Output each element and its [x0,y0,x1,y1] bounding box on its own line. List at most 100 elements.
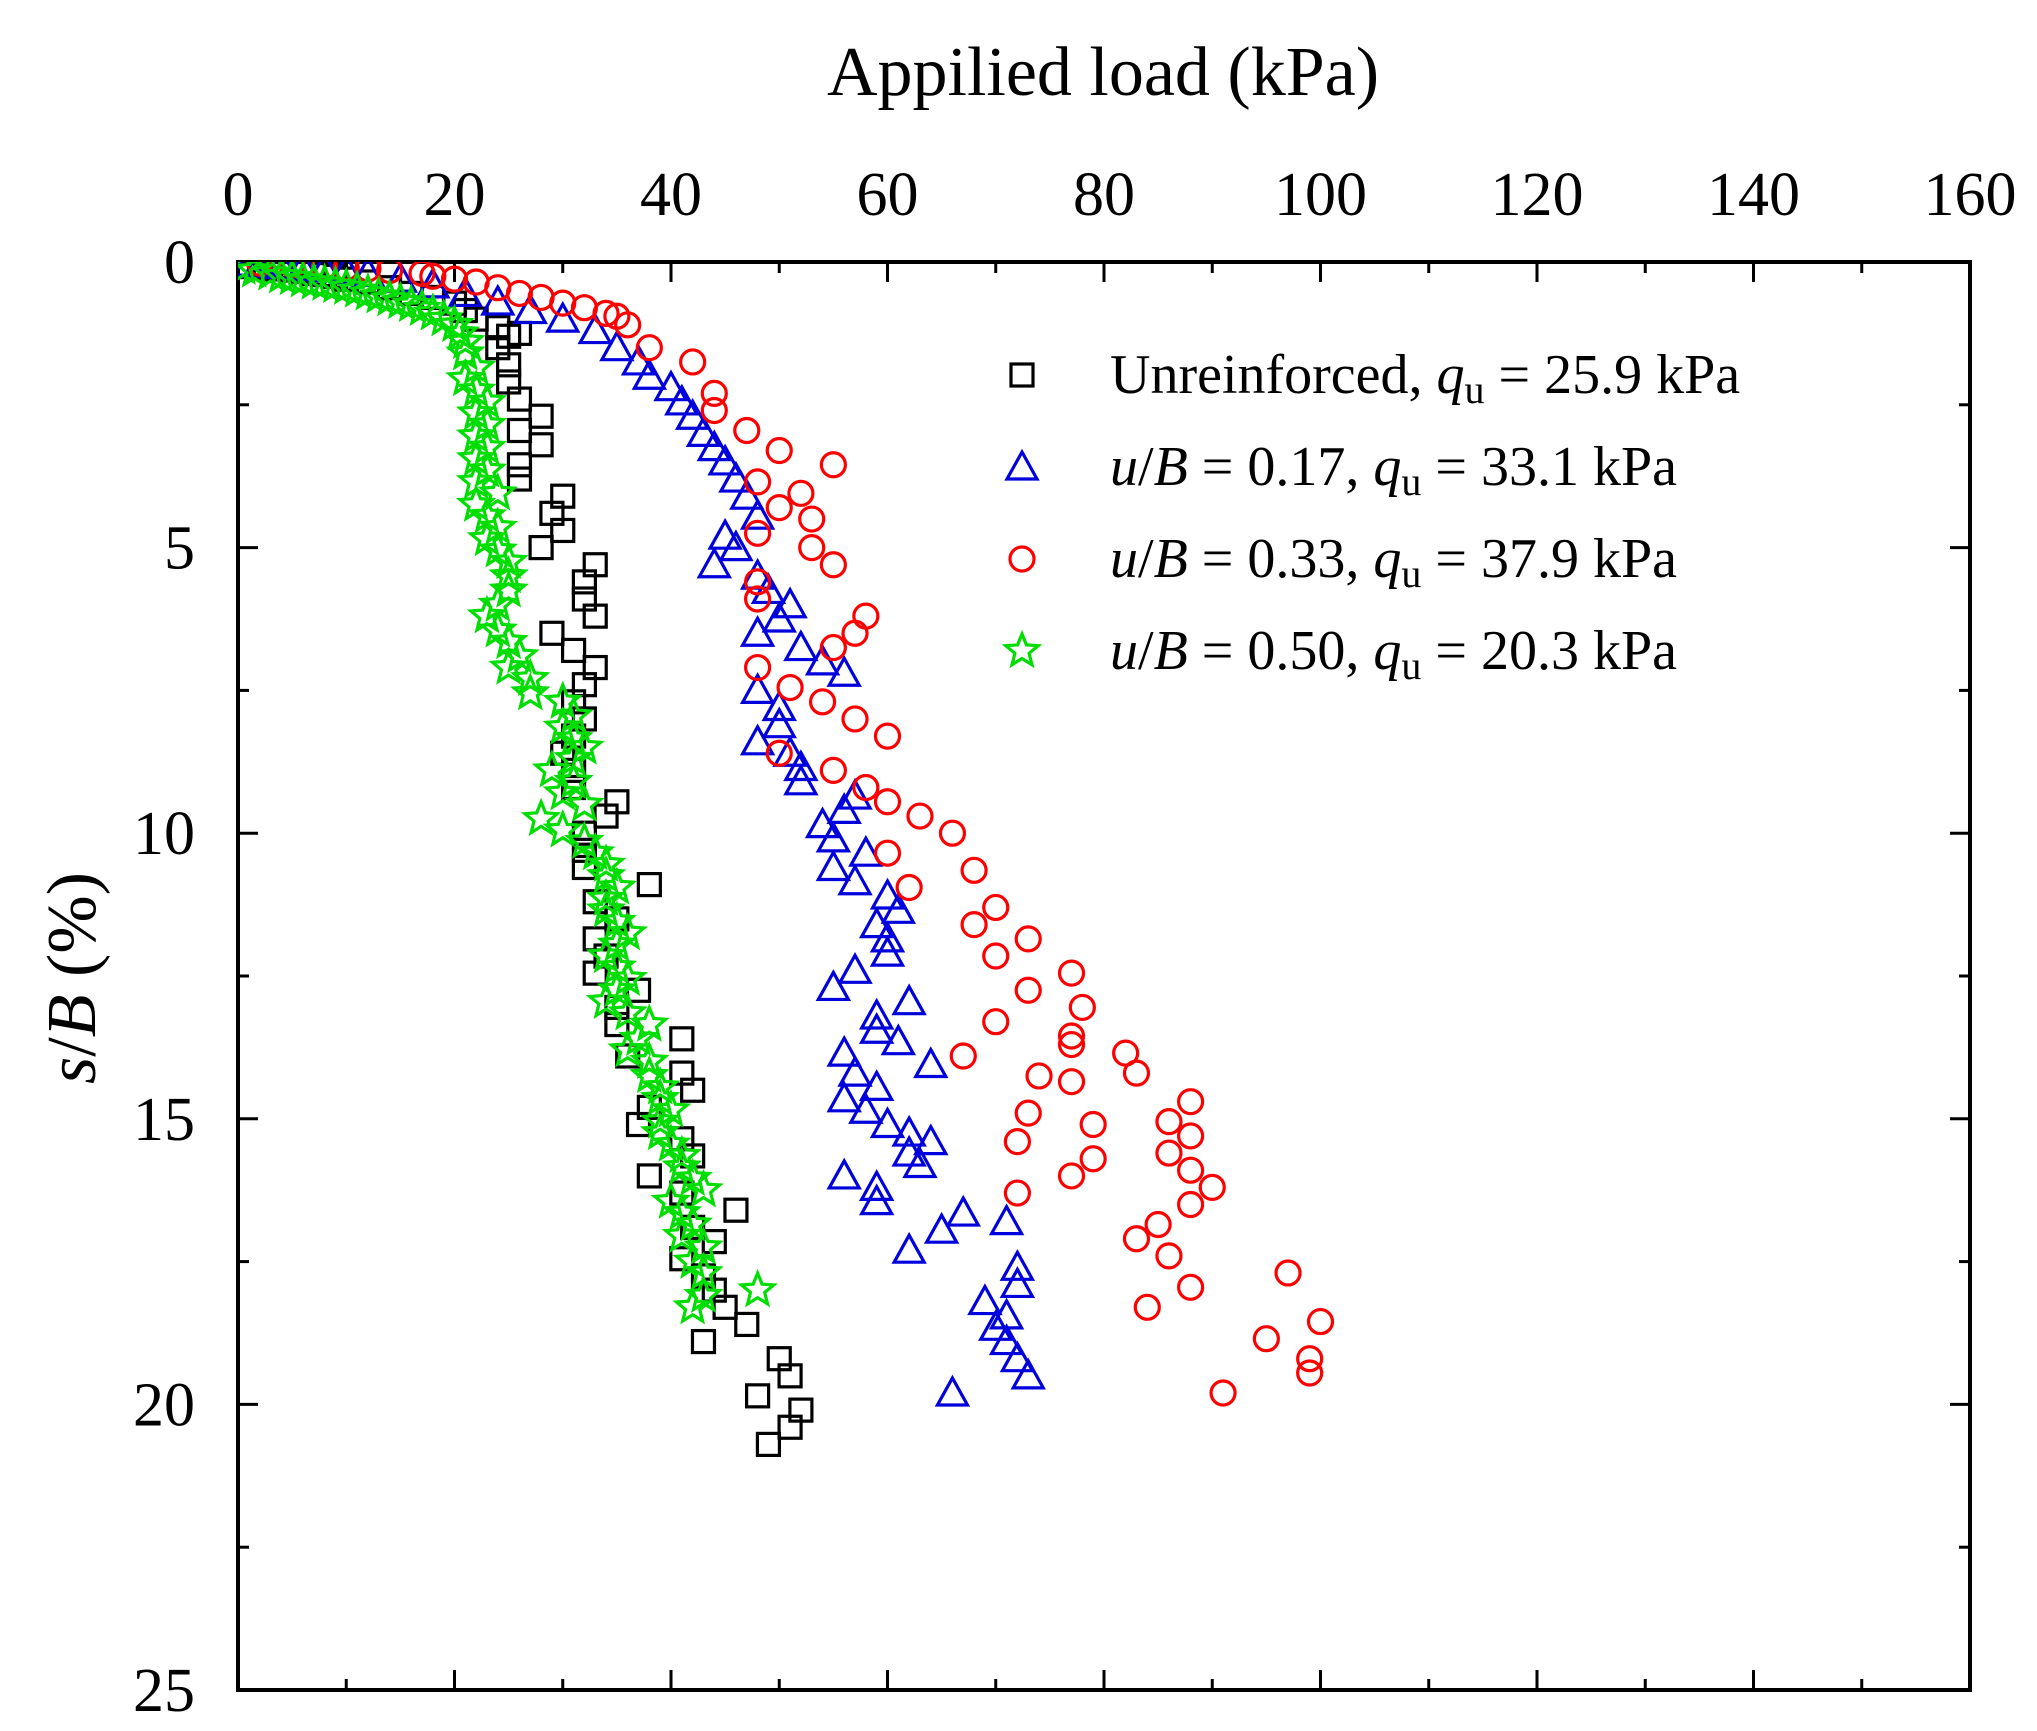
data-point-star [531,749,573,788]
data-point-star [564,783,605,822]
data-point-star [347,272,389,311]
legend-sub: u [1401,643,1421,688]
data-point-star [585,980,627,1019]
data-point-circle [354,262,382,283]
data-point-star [477,471,519,511]
data-point-triangle [869,877,906,910]
data-point-circle [960,910,988,939]
data-point-circle [1068,993,1096,1022]
data-point-star [336,269,378,308]
legend-label-ub-017: u/B = 0.17, qu = 33.1 kPa [1110,436,1677,504]
data-point-triangle [848,1091,884,1124]
legend-value: = 25.9 kPa [1485,344,1741,406]
data-point-triangle [599,329,635,362]
data-point-triangle [674,397,711,430]
legend-ratio: = 0.17, [1188,436,1374,498]
data-point-square [560,637,587,664]
data-point-triangle [718,460,754,493]
legend-slash: / [1138,620,1154,682]
legend-symbol-square [1009,362,1035,388]
data-point-star [445,320,486,360]
data-point-star [585,877,627,917]
legend-marker-star [1001,629,1043,669]
legend-ratio: = 0.33, [1188,528,1374,590]
data-point-star [542,771,583,811]
data-point-triangle [826,1080,862,1113]
data-point-triangle [945,1194,981,1227]
data-point-square [690,1328,717,1355]
data-point-triangle [577,312,613,345]
data-point-circle [982,893,1010,922]
y-axis-title-var-s: s [34,1057,111,1084]
data-point-circle [765,739,793,767]
data-point-triangle [988,1323,1025,1356]
data-point-triangle [858,906,895,939]
data-point-circle [906,802,934,830]
data-point-star [661,1134,703,1174]
x-tick-label: 120 [1491,161,1584,229]
data-point-triangle [902,1146,938,1179]
data-point-square [701,1229,727,1255]
data-point-triangle [880,1023,917,1056]
data-point-star [271,262,313,296]
data-point-circle [798,505,826,533]
data-point-square [680,1077,706,1103]
data-point-star [315,264,356,304]
legend-slash: / [1138,436,1154,498]
data-point-triangle [815,849,852,882]
data-point-star [639,1066,681,1105]
data-point-star [326,266,367,305]
data-point-circle [635,334,663,362]
data-point-circle [1122,1059,1151,1087]
data-point-triangle [696,429,733,462]
data-point-star [250,262,291,291]
legend-sub: u [1465,367,1485,412]
data-point-circle [873,839,902,867]
data-point-circle [982,1008,1010,1036]
data-point-circle [440,265,469,293]
legend-u: u [1110,528,1138,590]
data-point-circle [808,688,837,716]
data-point-circle [1176,1088,1205,1116]
axis-ticks [236,260,1972,1692]
y-axis-title-var-b: B [34,994,111,1037]
y-tick-label: 15 [133,1086,195,1154]
data-point-circle [1176,1122,1205,1150]
data-point-triangle [739,723,776,756]
data-point-circle [700,379,728,407]
data-point-triangle [826,1157,862,1190]
data-point-triangle [837,777,873,810]
data-point-square [582,603,608,629]
data-point-square [528,432,554,458]
legend-label-unreinforced: Unreinforced, qu = 25.9 kPa [1110,344,1740,412]
legend-item-ub-017: u/B = 0.17, qu = 33.1 kPa [1004,436,1677,504]
data-point-triangle [891,983,927,1016]
data-markers [238,262,1335,1457]
legend-symbol-triangle [1004,448,1040,481]
data-point-triangle [891,1134,927,1167]
data-point-triangle [913,1046,949,1079]
data-point-square [723,1197,749,1223]
data-point-star [639,1100,681,1139]
data-point-triangle [718,529,754,562]
data-point-star [369,277,410,317]
legend-item-unreinforced: Unreinforced, qu = 25.9 kPa [1009,344,1740,412]
data-point-circle [819,633,847,662]
data-point-triangle [707,443,743,476]
legend-label-ub-050: u/B = 0.50, qu = 20.3 kPa [1110,620,1677,688]
data-point-star [542,809,583,848]
data-point-circle [505,279,534,308]
legend-b: B [1154,436,1188,498]
legend-q: q [1437,344,1465,406]
data-point-square [636,872,662,898]
data-point-triangle [858,1169,895,1201]
x-tick-label: 160 [1924,161,2017,229]
data-point-square [582,960,608,986]
data-point-triangle [837,1054,873,1087]
data-point-square [734,1311,760,1338]
y-tick-label: 0 [164,229,195,297]
data-point-triangle [837,863,873,896]
data-point-circle [1003,1128,1032,1156]
data-point-triangle [999,1249,1036,1281]
legend-marker-square [1009,362,1035,388]
